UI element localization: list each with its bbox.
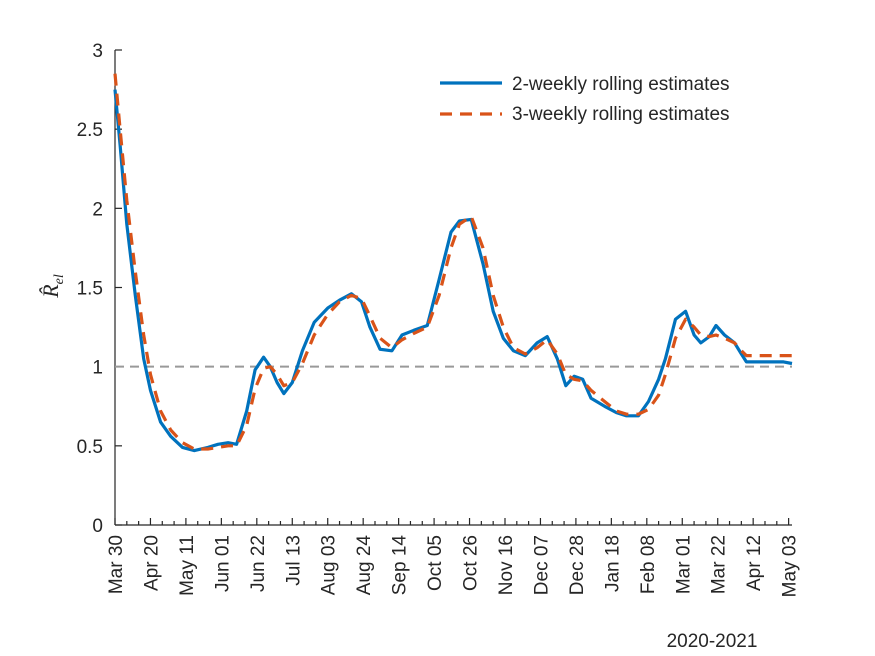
x-tick-label: Oct 26 [461,535,482,591]
x-tick-label: May 03 [780,535,801,597]
x-tick-label: Aug 03 [319,535,340,595]
x-tick-label: Dec 07 [531,535,552,595]
x-tick-label: Aug 24 [354,535,375,596]
x-tick-label: Mar 01 [673,535,694,594]
y-axis-label: R̂el [38,274,67,299]
series-line-3-weekly [113,73,792,451]
x-tick-label: Mar 30 [106,535,127,594]
x-tick-label: Apr 20 [141,535,162,591]
x-tick-label: Mar 22 [709,535,730,594]
axes-layer: 0 0.5 1 1.5 2 2.5 3 Mar 30 Apr 20 May 11 Jun 01 Jun… [77,41,801,597]
legend-label-3-weekly: 3-weekly rolling estimates [512,104,730,125]
x-tick-label: Nov 16 [496,535,517,595]
x-axis-label: 2020-2021 [667,631,758,652]
x-tick-label: Jul 13 [283,535,304,586]
x-tick-label: Jan 18 [602,535,623,592]
y-tick-label: 1 [92,358,103,379]
legend: 2-weekly rolling estimates 3-weekly roll… [440,74,730,125]
x-tick-label: Dec 28 [567,535,588,595]
y-tick-label: 3 [92,41,103,62]
x-tick-label: Oct 05 [425,535,446,591]
y-tick-label: 2 [92,199,103,220]
svg-text:R̂el: R̂el [38,274,67,299]
x-tick-label: Feb 08 [638,535,659,594]
x-tick-label: Sep 14 [390,535,411,596]
y-axis-label-main: R̂ [38,284,63,299]
x-tick-label: Jun 01 [212,535,233,592]
x-tick-label: Apr 12 [744,535,765,591]
y-tick-label: 0 [92,516,103,537]
series-layer [113,73,793,453]
y-tick-label: 0.5 [77,437,103,458]
x-tick-label: May 11 [177,535,198,596]
series-line-2-weekly [113,89,793,453]
y-tick-label: 2.5 [77,120,103,141]
x-tick-label: Jun 22 [248,535,269,592]
y-tick-label: 1.5 [77,279,103,300]
legend-label-2-weekly: 2-weekly rolling estimates [512,74,730,95]
y-axis-label-sub: el [52,274,67,284]
